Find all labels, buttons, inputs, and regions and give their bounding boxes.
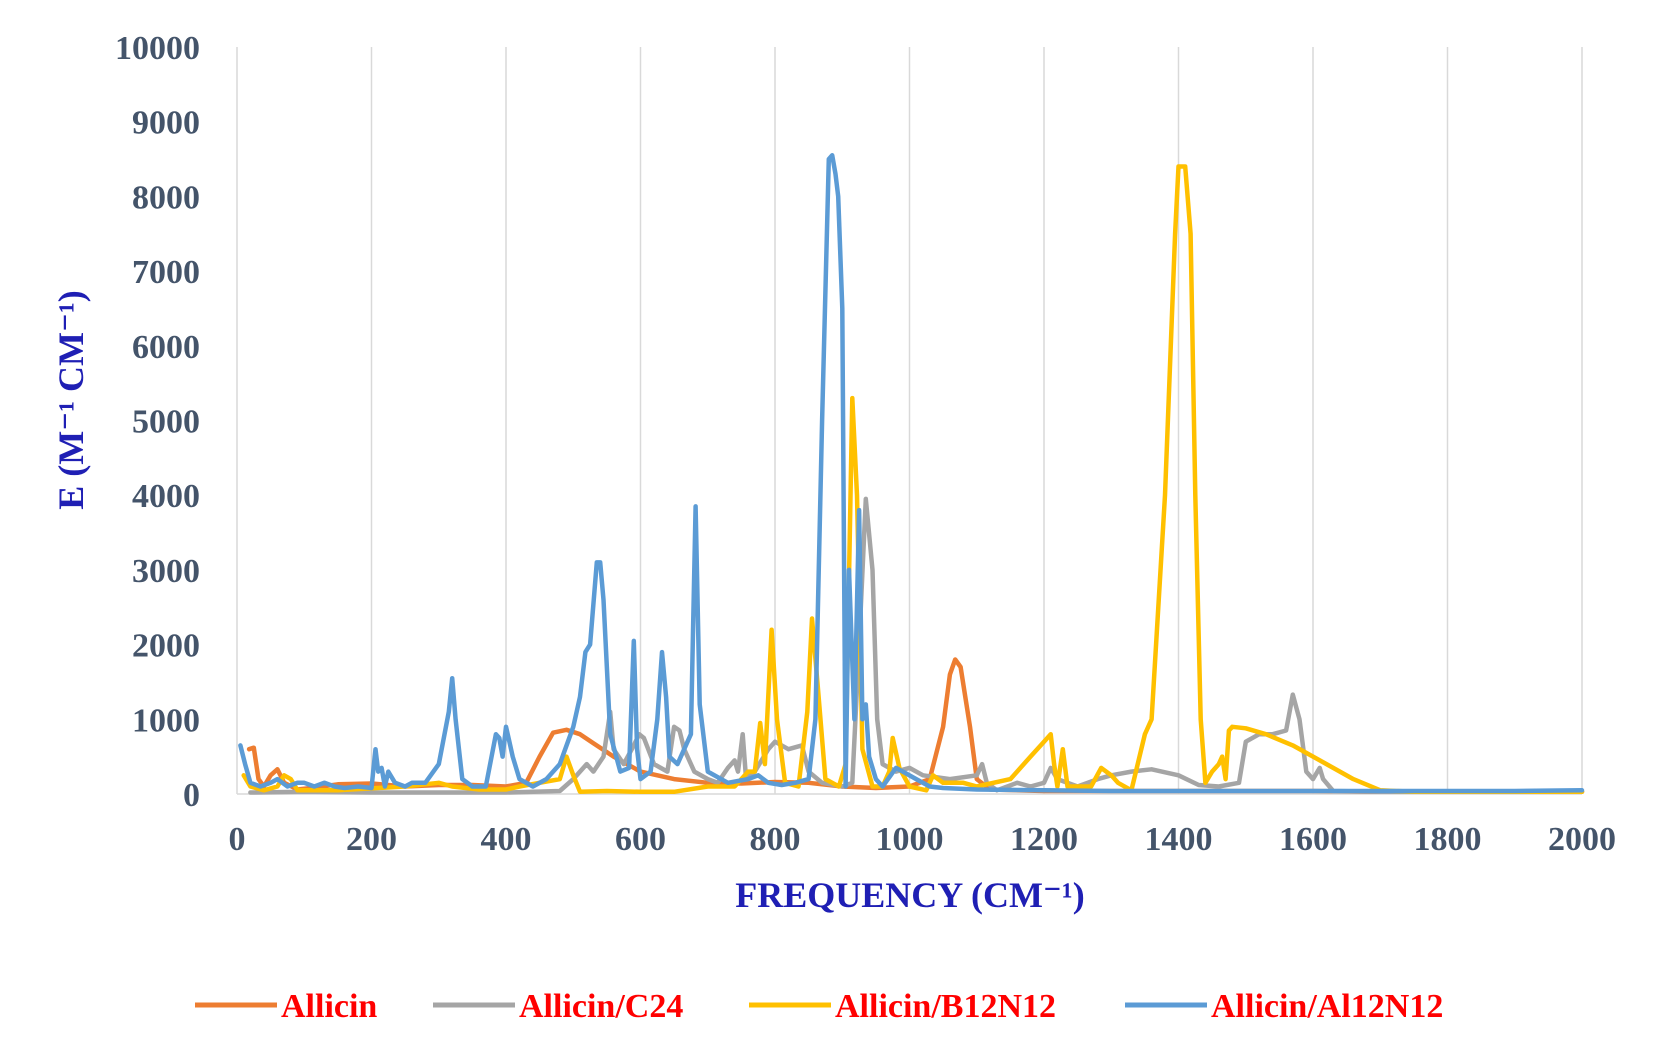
legend-label-allicin-c24: Allicin/C24	[519, 988, 683, 1025]
y-tick-label: 5000	[132, 404, 200, 441]
x-tick-label: 2000	[1548, 821, 1616, 858]
y-tick-label: 9000	[132, 105, 200, 142]
y-axis-title: E (M⁻¹ CM⁻¹)	[51, 290, 91, 510]
gridlines	[370, 47, 1583, 794]
x-tick-label: 1400	[1145, 821, 1213, 858]
x-tick-label: 0	[229, 821, 246, 858]
y-tick-label: 2000	[132, 628, 200, 665]
tick-labels: 0 200 400 600 800 1000 1200 1400 1600 1800 2000 0 10…	[115, 30, 1616, 858]
legend: Allicin Allicin/C24 Allicin/B12N12 Allicin/…	[195, 988, 1443, 1025]
legend-label-allicin: Allicin	[281, 988, 377, 1025]
y-tick-label: 1000	[132, 702, 200, 739]
series-line-allicin-b12n12	[241, 164, 1585, 795]
legend-label-allicin-b12n12: Allicin/B12N12	[835, 988, 1056, 1025]
series-line-allicin-c24	[248, 496, 1585, 795]
series-lines	[238, 153, 1585, 795]
y-tick-label: 10000	[115, 30, 200, 67]
x-tick-label: 600	[615, 821, 666, 858]
y-tick-label: 3000	[132, 553, 200, 590]
x-tick-label: 800	[750, 821, 801, 858]
x-tick-label: 400	[481, 821, 532, 858]
x-tick-label: 200	[346, 821, 397, 858]
x-tick-label: 1600	[1279, 821, 1347, 858]
y-tick-label: 7000	[132, 254, 200, 291]
x-tick-label: 1000	[876, 821, 944, 858]
y-tick-label: 4000	[132, 478, 200, 515]
y-tick-label: 0	[183, 777, 200, 814]
y-tick-label: 6000	[132, 329, 200, 366]
x-tick-label: 1200	[1010, 821, 1078, 858]
legend-label-allicin-al12n12: Allicin/Al12N12	[1211, 988, 1443, 1025]
y-tick-label: 8000	[132, 179, 200, 216]
x-axis-title: FREQUENCY (CM⁻¹)	[735, 875, 1084, 915]
series-line-allicin-al12n12	[238, 153, 1585, 794]
x-tick-label: 1800	[1414, 821, 1482, 858]
